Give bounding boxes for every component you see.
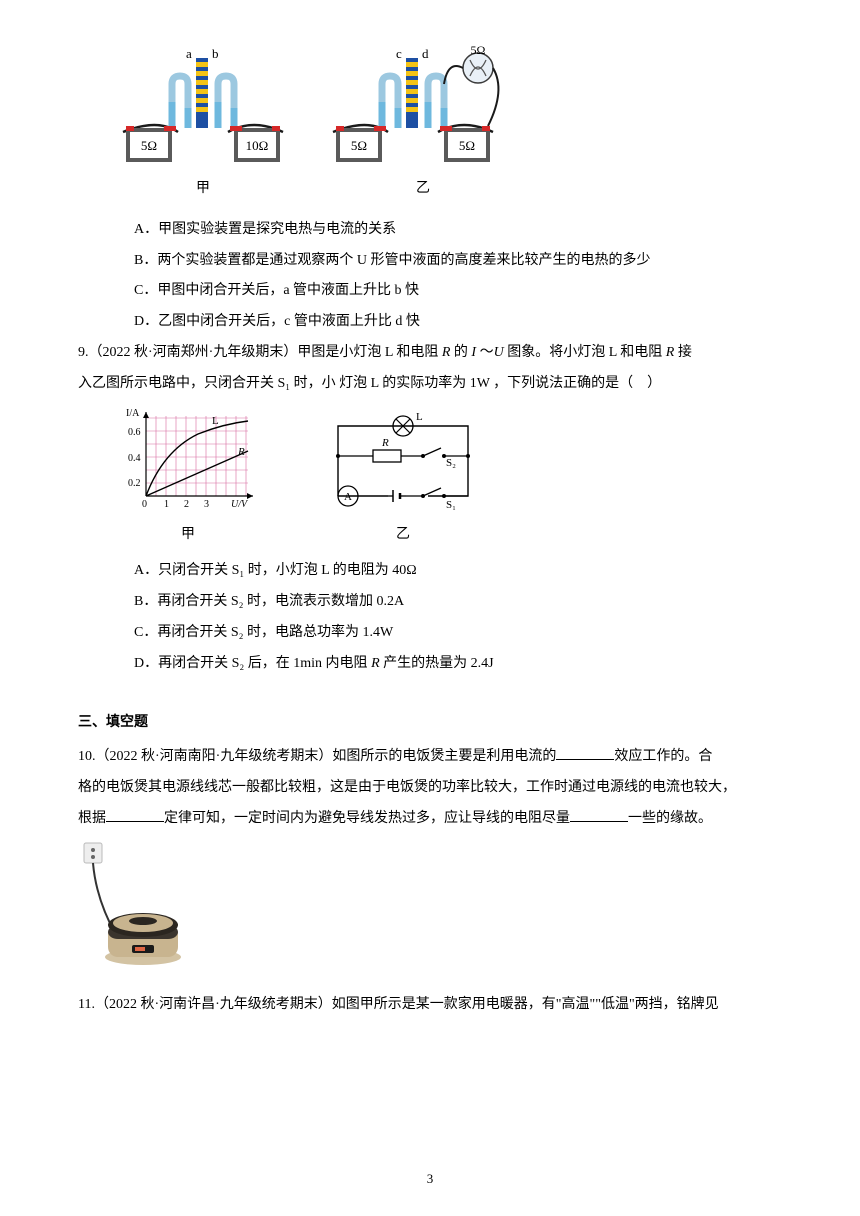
svg-text:S₂: S₂ — [446, 457, 456, 469]
q9-d-r: R — [371, 656, 380, 671]
q9-t4: 接 — [674, 345, 692, 360]
q9-stem-line1: 9.（2022 秋·河南郑州·九年级期末）甲图是小灯泡 L 和电阻 R 的 I … — [78, 338, 782, 369]
q8-option-a: A．甲图实验装置是探究电热与电流的关系 — [134, 215, 782, 246]
q9-tilde: ～ — [476, 345, 494, 360]
q8-option-b: B．两个实验装置都是通过观察两个 U 形管中液面的高度差来比较产生的电热的多少 — [134, 246, 782, 277]
q9-d-head: D．再闭合开关 S₂ 后，在 1min 内电阻 — [134, 656, 371, 671]
iv-graph: I/A 0.6 0.4 0.2 0 1 2 3 U/V L R — [118, 406, 258, 516]
svg-text:b: b — [212, 46, 219, 61]
svg-text:L: L — [212, 415, 219, 427]
apparatus-jia: 5Ω 10Ω a — [118, 40, 288, 170]
q9-u: U — [494, 345, 504, 360]
q9-t2: 的 — [450, 345, 471, 360]
svg-text:5Ω: 5Ω — [471, 43, 486, 57]
svg-text:c: c — [396, 46, 402, 61]
q9-t3: 图象。将小灯泡 L 和电阻 — [504, 345, 666, 360]
q9-option-d: D．再闭合开关 S₂ 后，在 1min 内电阻 R 产生的热量为 2.4J — [134, 649, 782, 680]
svg-text:0.2: 0.2 — [128, 478, 141, 489]
q10-line2: 格的电饭煲其电源线线芯一般都比较粗，这是由于电饭煲的功率比较大，工作时通过电源线… — [78, 773, 782, 804]
circuit-diagram: L R S₂ A S₁ — [318, 406, 488, 516]
q9-figures: I/A 0.6 0.4 0.2 0 1 2 3 U/V L R 甲 L R — [118, 406, 782, 551]
q10-line3: 根据 定律可知，一定时间内为避免导线发热过多，应让导线的电阻尽量 一些的缘故。 — [78, 804, 782, 835]
q9-option-a: A．只闭合开关 S₁ 时，小灯泡 L 的电阻为 40Ω — [134, 556, 782, 587]
svg-text:0: 0 — [142, 499, 147, 510]
q11-line: 11.（2022 秋·河南许昌·九年级统考期末）如图甲所示是某一款家用电暖器，有… — [78, 990, 782, 1021]
q8-option-d: D．乙图中闭合开关后，c 管中液面上升比 d 快 — [134, 307, 782, 338]
svg-text:U/V: U/V — [231, 499, 249, 510]
svg-text:1: 1 — [164, 499, 169, 510]
svg-text:S₁: S₁ — [446, 499, 456, 511]
svg-text:3: 3 — [204, 499, 209, 510]
q9-d-tail: 产生的热量为 2.4J — [380, 656, 494, 671]
q9-option-c: C．再闭合开关 S₂ 时，电路总功率为 1.4W — [134, 618, 782, 649]
q10-l3a: 根据 — [78, 811, 106, 826]
q9-circuit-caption: 乙 — [318, 520, 488, 551]
q10-blank-2 — [106, 807, 164, 822]
q9-option-b: B．再闭合开关 S₂ 时，电流表示数增加 0.2A — [134, 587, 782, 618]
svg-text:5Ω: 5Ω — [351, 138, 367, 153]
apparatus-yi: 5Ω 5Ω 5Ω — [328, 40, 518, 170]
caption-jia: 甲 — [118, 174, 288, 205]
q9-stem-line2: 入乙图所示电路中，只闭合开关 S₁ 时，小 灯泡 L 的实际功率为 1W ，下列… — [78, 369, 782, 400]
svg-text:5Ω: 5Ω — [141, 138, 157, 153]
caption-yi: 乙 — [328, 174, 518, 205]
rice-cooker-figure — [78, 839, 782, 982]
q10-line1: 10.（2022 秋·河南南阳·九年级统考期末）如图所示的电饭煲主要是利用电流的… — [78, 742, 782, 773]
rice-cooker-icon — [78, 839, 188, 969]
q9-circuit-block: L R S₂ A S₁ — [318, 406, 488, 551]
q9-t1: 9.（2022 秋·河南郑州·九年级期末）甲图是小灯泡 L 和电阻 — [78, 345, 442, 360]
q9-graph-block: I/A 0.6 0.4 0.2 0 1 2 3 U/V L R 甲 — [118, 406, 258, 551]
svg-text:0.4: 0.4 — [128, 453, 141, 464]
q10-l1b: 效应工作的。合 — [614, 749, 712, 764]
q10-l1a: 10.（2022 秋·河南南阳·九年级统考期末）如图所示的电饭煲主要是利用电流的 — [78, 749, 556, 764]
svg-text:R: R — [237, 446, 245, 458]
svg-text:5Ω: 5Ω — [459, 138, 475, 153]
figure-jia: 5Ω 10Ω a — [118, 40, 288, 205]
page-number: 3 — [0, 1165, 860, 1194]
q10-blank-3 — [570, 807, 628, 822]
q10-blank-1 — [556, 745, 614, 760]
q10-l3c: 一些的缘故。 — [628, 811, 712, 826]
q8-figures: 5Ω 10Ω a — [118, 40, 782, 205]
svg-text:d: d — [422, 46, 429, 61]
svg-text:0.6: 0.6 — [128, 427, 141, 438]
svg-text:2: 2 — [184, 499, 189, 510]
svg-text:A: A — [344, 491, 352, 503]
figure-yi: 5Ω 5Ω 5Ω — [328, 40, 518, 205]
svg-text:a: a — [186, 46, 192, 61]
q8-option-c: C．甲图中闭合开关后，a 管中液面上升比 b 快 — [134, 276, 782, 307]
svg-text:10Ω: 10Ω — [246, 138, 269, 153]
svg-text:L: L — [416, 411, 423, 423]
svg-text:R: R — [381, 437, 389, 449]
section-3-title: 三、填空题 — [78, 708, 782, 739]
svg-text:I/A: I/A — [126, 408, 140, 419]
q10-l3b: 定律可知，一定时间内为避免导线发热过多，应让导线的电阻尽量 — [164, 811, 570, 826]
q9-graph-caption: 甲 — [118, 520, 258, 551]
